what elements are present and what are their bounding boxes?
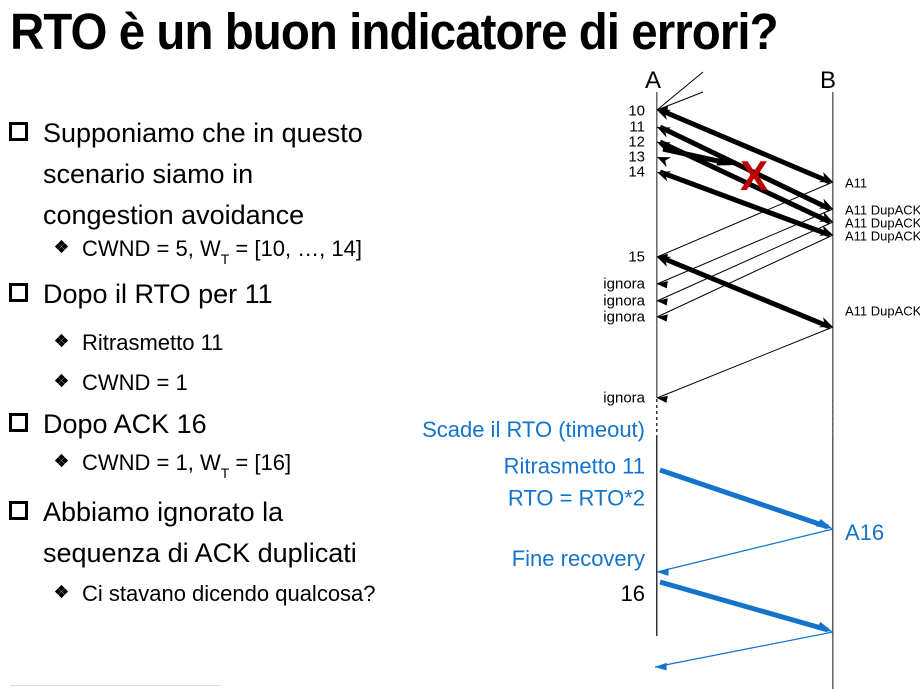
svg-text:15: 15	[628, 249, 645, 266]
svg-text:A16: A16	[845, 520, 884, 545]
svg-text:14: 14	[628, 164, 645, 181]
svg-text:Ritrasmetto 11: Ritrasmetto 11	[504, 454, 645, 479]
svg-text:A11 DupACK: A11 DupACK	[845, 304, 920, 319]
svg-text:Scade il RTO (timeout): Scade il RTO (timeout)	[422, 417, 645, 442]
svg-text:Fine recovery: Fine recovery	[512, 546, 645, 571]
svg-text:RTO = RTO*2: RTO = RTO*2	[508, 486, 645, 511]
svg-text:ignora: ignora	[603, 276, 645, 293]
svg-text:ignora: ignora	[603, 390, 645, 407]
svg-text:ignora: ignora	[603, 309, 645, 326]
svg-text:ignora: ignora	[603, 293, 645, 310]
svg-text:X: X	[740, 152, 768, 199]
svg-text:B: B	[820, 67, 836, 94]
svg-text:16: 16	[621, 581, 645, 606]
svg-text:A: A	[645, 67, 661, 94]
svg-text:10: 10	[628, 103, 645, 120]
svg-text:A11: A11	[845, 176, 867, 191]
svg-text:A11 DupACK: A11 DupACK	[845, 229, 920, 244]
